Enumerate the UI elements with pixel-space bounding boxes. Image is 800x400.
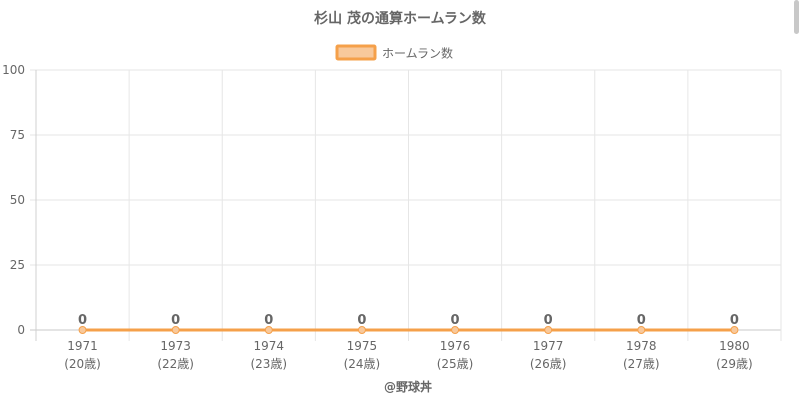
data-label: 0 — [78, 313, 87, 328]
credit-label: @野球丼 — [384, 379, 432, 394]
chart-title: 杉山 茂の通算ホームラン数 — [314, 10, 487, 27]
y-tick-label: 25 — [10, 258, 25, 272]
data-point — [357, 326, 366, 334]
axes: 0 25 50 75 100 1971 (20歳) 1973 (22歳) 1974 (23歳) 197… — [2, 63, 753, 371]
data-labels: 0 0 0 0 0 0 0 0 — [78, 313, 739, 328]
x-tick-sublabel: (23歳) — [250, 357, 287, 371]
data-label: 0 — [637, 313, 646, 328]
y-tick-label: 75 — [10, 128, 25, 142]
data-point — [78, 326, 87, 334]
data-point — [730, 326, 739, 334]
x-tick-label: 1973 — [160, 339, 191, 353]
legend[interactable]: ホームラン数 — [335, 44, 453, 61]
data-point — [264, 326, 273, 334]
x-tick-sublabel: (26歳) — [530, 357, 567, 371]
x-tick-sublabel: (22歳) — [157, 357, 194, 371]
data-label: 0 — [357, 313, 366, 328]
x-tick-sublabel: (24歳) — [344, 357, 381, 371]
data-label: 0 — [544, 313, 553, 328]
x-tick-sublabel: (27歳) — [623, 357, 660, 371]
data-point — [637, 326, 646, 334]
y-tick-label: 100 — [2, 63, 25, 77]
legend-swatch — [335, 44, 377, 61]
data-label: 0 — [264, 313, 273, 328]
x-tick-label: 1974 — [254, 339, 285, 353]
x-tick-label: 1980 — [719, 339, 750, 353]
data-point — [544, 326, 553, 334]
x-tick-label: 1975 — [347, 339, 378, 353]
data-label: 0 — [451, 313, 460, 328]
x-tick-sublabel: (20歳) — [64, 357, 101, 371]
x-tick-label: 1978 — [626, 339, 657, 353]
y-tick-label: 50 — [10, 193, 25, 207]
scrollbar-thumb[interactable] — [794, 0, 799, 34]
data-point — [171, 326, 180, 334]
series-layer — [78, 326, 739, 334]
y-tick-label: 0 — [17, 323, 25, 337]
data-point — [451, 326, 460, 334]
data-label: 0 — [730, 313, 739, 328]
x-tick-label: 1977 — [533, 339, 564, 353]
x-tick-sublabel: (25歳) — [437, 357, 474, 371]
x-tick-sublabel: (29歳) — [716, 357, 753, 371]
legend-label: ホームラン数 — [382, 46, 453, 61]
data-label: 0 — [171, 313, 180, 328]
x-tick-label: 1976 — [440, 339, 471, 353]
x-tick-label: 1971 — [67, 339, 98, 353]
grid — [30, 69, 782, 341]
